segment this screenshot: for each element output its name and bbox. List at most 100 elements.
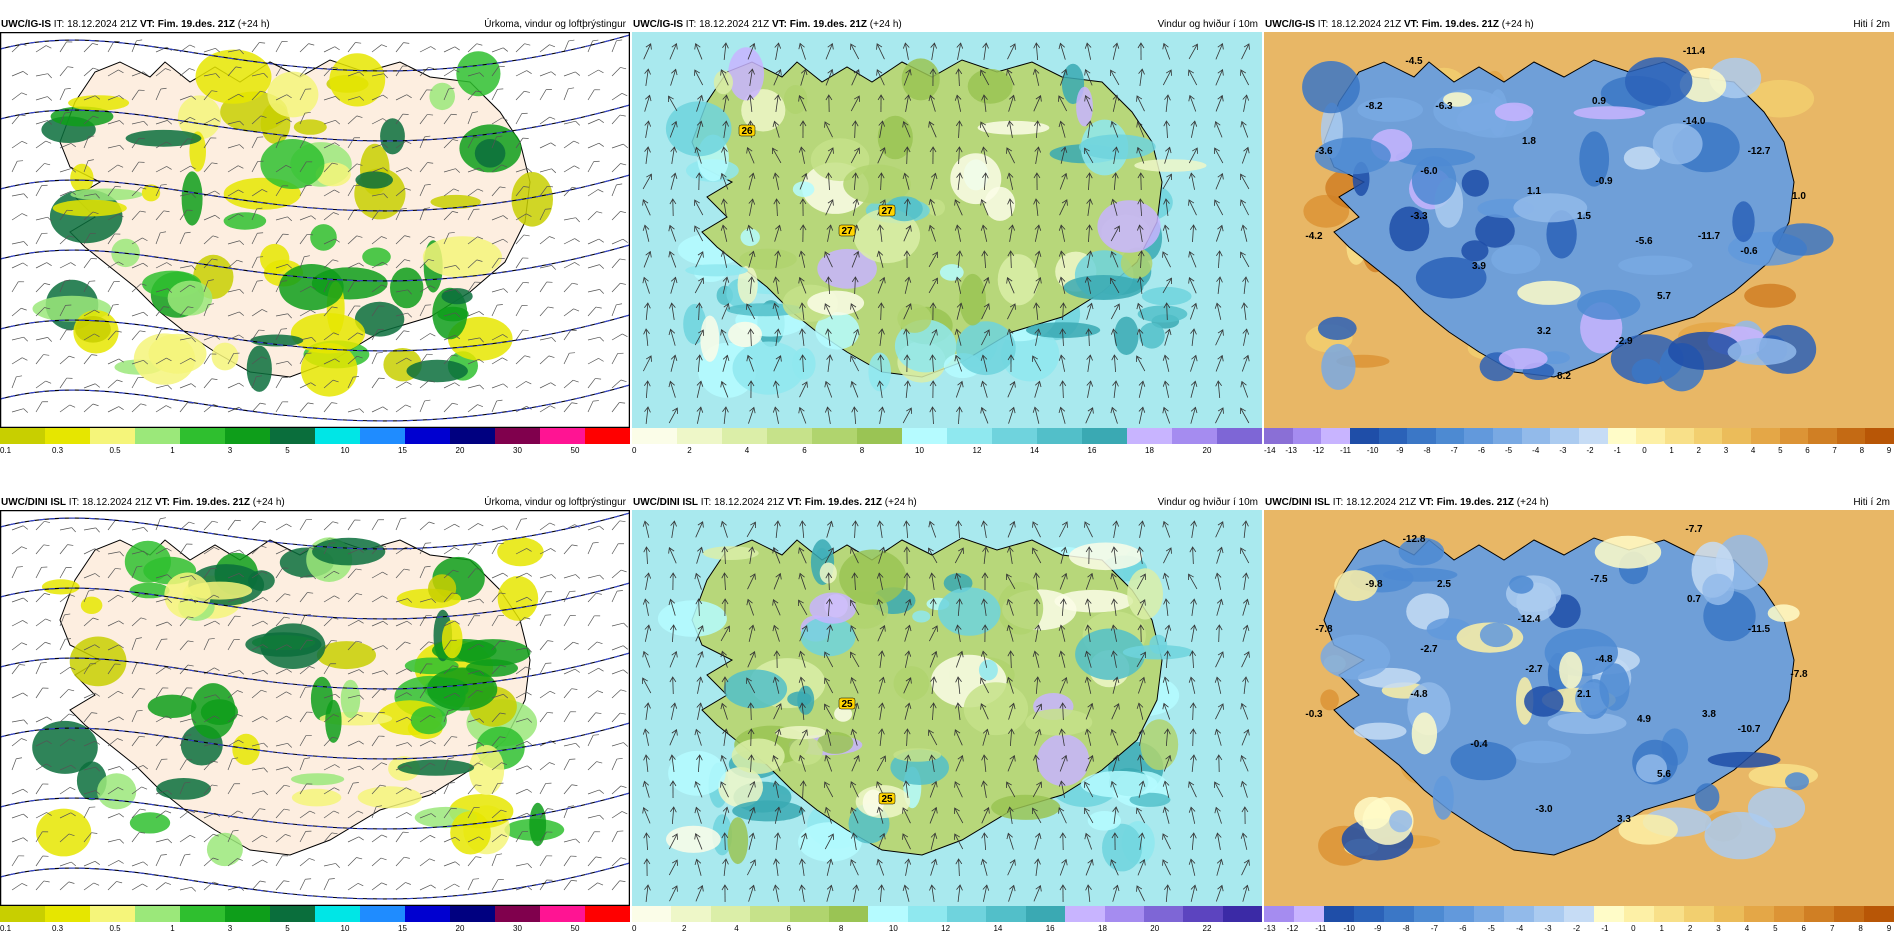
temp-area — [1321, 635, 1391, 680]
map-value-label: -0.4 — [1470, 739, 1488, 750]
colorbar-tick-label: -6 — [1478, 446, 1485, 455]
colorbar-tick-label: 10 — [915, 446, 924, 455]
map-value-label: -9.8 — [1365, 579, 1383, 590]
colorbar-tick-label: -5 — [1488, 924, 1495, 933]
wind-speed-area — [997, 582, 1043, 635]
colorbar-tick-label: -13 — [1285, 446, 1297, 455]
precip-area — [511, 172, 553, 227]
colorbar-swatch — [1217, 428, 1262, 444]
panel-header: UWC/DINI ISL IT: 18.12.2024 21Z VT: Fim.… — [632, 496, 1262, 510]
wind-speed-area — [950, 153, 1001, 204]
colorbar-swatch — [1744, 906, 1774, 922]
colorbar-tick-label: 30 — [513, 446, 522, 455]
colorbar-tick-label: -6 — [1459, 924, 1466, 933]
colorbar-tick-label: -9 — [1374, 924, 1381, 933]
init-time: 18.12.2024 21Z — [1331, 19, 1401, 30]
colorbar-tick-label: 5 — [1773, 924, 1777, 933]
colorbar-swatch — [1808, 428, 1837, 444]
colorbar-swatch — [992, 428, 1037, 444]
temp-area — [1475, 214, 1515, 247]
lead-time: (+24 h) — [1502, 19, 1534, 30]
colorbar-swatch — [1350, 428, 1379, 444]
forecast-map[interactable] — [0, 32, 630, 428]
colorbar-tick-label: 14 — [993, 924, 1002, 933]
map-value-text: 2.1 — [1577, 689, 1591, 700]
panel-2: UWC/IG-IS IT: 18.12.2024 21Z VT: Fim. 19… — [632, 18, 1262, 473]
temp-area — [1509, 576, 1533, 594]
map-value-label: 2.1 — [1577, 689, 1591, 700]
map-value-text: -0.4 — [1470, 739, 1488, 750]
map-value-text: 0.7 — [1687, 594, 1701, 605]
colorbar-swatch — [405, 428, 450, 444]
map-value-label: 8.2 — [1557, 371, 1571, 382]
model-name: UWC/IG-IS — [1, 19, 51, 30]
panel-header: UWC/DINI ISL IT: 18.12.2024 21Z VT: Fim.… — [0, 496, 630, 510]
map-value-label: -7.5 — [1590, 574, 1608, 585]
colorbar-tick-label: 9 — [1887, 446, 1891, 455]
colorbar-swatch — [1624, 906, 1654, 922]
colorbar-swatch — [1493, 428, 1522, 444]
colorbar-tick-label: 2 — [1688, 924, 1692, 933]
colorbar-tick-label: 9 — [1887, 924, 1891, 933]
colorbar-swatch — [1324, 906, 1354, 922]
map-value-text: -4.2 — [1305, 231, 1323, 242]
colorbar-swatch — [812, 428, 857, 444]
temp-area — [1389, 810, 1412, 832]
wind-speed-area — [728, 47, 764, 100]
precip-area — [149, 334, 207, 374]
forecast-map[interactable] — [0, 510, 630, 906]
wind-speed-area — [775, 726, 826, 739]
wind-speed-area — [732, 739, 785, 774]
colorbar-swatch — [1436, 428, 1465, 444]
wind-speed-area — [685, 264, 748, 276]
colorbar-tick-label: 6 — [1805, 446, 1809, 455]
map-value-text: -7.8 — [1315, 624, 1333, 635]
precip-area — [362, 248, 391, 267]
valid-time-label: VT: — [787, 497, 802, 508]
temp-area — [1491, 245, 1540, 274]
wind-speed-area — [666, 101, 732, 156]
map-value-label: -10.7 — [1738, 724, 1761, 735]
temp-area — [1618, 256, 1692, 275]
precip-area — [341, 680, 361, 718]
precip-area — [355, 171, 393, 188]
colorbar-tick-label: -7 — [1451, 446, 1458, 455]
map-value-label: 3.3 — [1617, 814, 1631, 825]
colorbar-tick-label: 1 — [1659, 924, 1663, 933]
panel-3: UWC/IG-IS IT: 18.12.2024 21Z VT: Fim. 19… — [1264, 18, 1894, 473]
colorbar-tick-label: 0.1 — [0, 924, 11, 933]
map-value-text: 3.8 — [1702, 709, 1716, 720]
run-info: UWC/DINI ISL IT: 18.12.2024 21Z VT: Fim.… — [1, 496, 285, 510]
wind-speed-area — [668, 751, 726, 796]
map-canvas — [0, 32, 630, 428]
precip-area — [212, 343, 239, 371]
colorbar-swatch — [135, 906, 180, 922]
wind-speed-area — [979, 660, 998, 681]
colorbar-tick-label: 15 — [398, 446, 407, 455]
precip-area — [191, 683, 236, 739]
colorbar-swatch — [1834, 906, 1864, 922]
panel-header: UWC/IG-IS IT: 18.12.2024 21Z VT: Fim. 19… — [1264, 18, 1894, 32]
map-value-text: 25 — [881, 794, 893, 805]
wind-speed-area — [1037, 734, 1089, 786]
map-value-text: -6.3 — [1435, 101, 1453, 112]
colorbar-swatch — [1407, 428, 1436, 444]
temp-area — [1302, 61, 1360, 113]
colorbar-tick-label: 1 — [170, 924, 174, 933]
map-value-text: -14.0 — [1683, 116, 1706, 127]
wind-speed-area — [1123, 645, 1193, 660]
precip-area — [224, 212, 267, 229]
panel-title: Vindur og hviður í 10m — [1158, 496, 1258, 510]
colorbar-swatch — [711, 906, 750, 922]
colorbar-tick-label: 3 — [228, 446, 232, 455]
valid-time: Fim. 19.des. 21Z — [805, 497, 882, 508]
colorbar-swatch — [1804, 906, 1834, 922]
colorbar — [632, 428, 1262, 444]
wind-speed-area — [787, 692, 811, 707]
colorbar-tick-label: 10 — [341, 446, 350, 455]
colorbar — [0, 428, 630, 444]
